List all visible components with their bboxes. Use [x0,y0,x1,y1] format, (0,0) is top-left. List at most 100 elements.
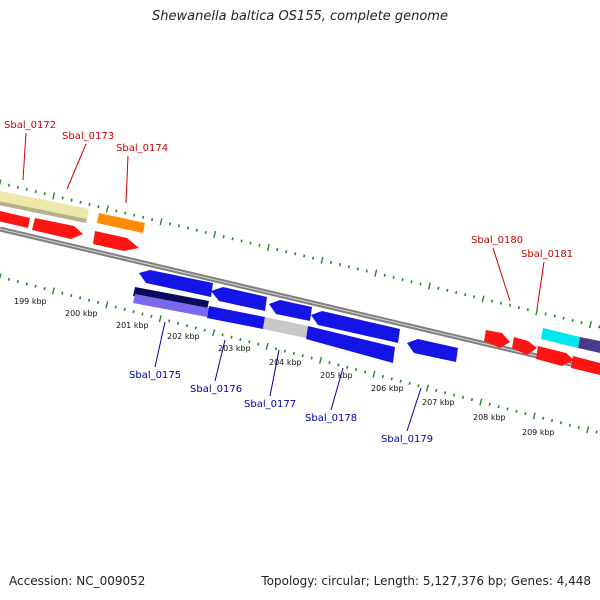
kbp-label: 206 kbp [371,384,404,393]
inner-tick [461,395,465,399]
inner-tick [123,307,126,311]
inner-tick [559,421,563,425]
inner-tick [497,405,500,409]
feature-lavender[interactable] [133,294,209,317]
gene-label-forward[interactable]: Sbal_0180 [471,235,523,246]
inner-tick [257,342,260,346]
outer-tick [580,321,583,325]
outer-tick [329,260,333,264]
inner-tick [381,374,384,379]
kbp-label: 204 kbp [269,358,302,367]
inner-tick [479,398,483,406]
feature-grey-bar[interactable] [263,317,308,338]
inner-tick-row [0,273,598,434]
leader-line [66,143,87,190]
outer-tick [43,192,46,196]
outer-tick [186,226,189,230]
gene-label-reverse[interactable]: Sbal_0175 [129,370,181,381]
kbp-labels: 199 kbp 200 kbp 201 kbp 202 kbp 203 kbp 204 k… [14,297,555,437]
outer-tick [258,243,261,247]
feature-sbal-0173-cds[interactable] [32,218,83,239]
feature-sbal-0174[interactable] [97,213,145,233]
outer-tick [97,205,100,209]
inner-tick [150,314,153,318]
feature-sbal-0180-cds[interactable] [484,330,510,348]
feature-red-cds-b[interactable] [571,356,600,375]
feature-sbal-0172-cds[interactable] [0,211,30,228]
outer-tick [392,275,395,280]
feature-red-cds-a[interactable] [536,346,574,366]
inner-tick [283,349,287,353]
gene-label-reverse[interactable]: Sbal_0179 [381,434,433,445]
outer-tick [52,192,56,200]
outer-tick [213,230,217,239]
feature-sbal-0172[interactable] [0,191,89,219]
leader-line [406,387,422,432]
feature-sbal-0179-arrow[interactable] [407,339,458,362]
leader-line [214,339,226,382]
outer-tick [195,228,198,232]
feature-sbal-0181-cds[interactable] [512,337,537,355]
outer-tick [481,295,485,303]
inner-tick [70,293,73,298]
inner-tick [515,409,518,413]
feature-sbal-0175-arrow[interactable] [139,270,213,297]
gene-label-reverse[interactable]: Sbal_0177 [244,399,296,410]
outer-tick [588,321,592,329]
feature-blue-bar-1[interactable] [207,306,265,329]
outer-tick [427,282,431,290]
inner-tick [51,287,55,295]
map-title: Shewanella baltica OS155, complete genom… [152,9,448,24]
outer-tick [294,252,297,256]
outer-tick [249,241,252,245]
feature-sbal-0174-cds[interactable] [93,231,139,251]
label-leader-lines [22,132,545,432]
kbp-label: 199 kbp [14,297,47,306]
leader-line [269,349,280,397]
outer-tick [526,308,529,312]
feature-blue-bar-2[interactable] [306,326,395,363]
leader-line [330,367,344,411]
outer-tick [222,235,225,239]
gene-label-forward[interactable]: Sbal_0173 [62,131,114,142]
gene-label-reverse[interactable]: Sbal_0176 [190,384,242,395]
gene-label-forward[interactable]: Sbal_0181 [521,249,573,260]
inner-tick [542,416,545,420]
inner-tick [408,381,411,386]
feature-cyan[interactable] [541,328,580,348]
feature-navy[interactable] [133,287,209,310]
outer-tick [356,267,359,271]
outer-tick [437,286,440,290]
outer-tick [562,316,565,320]
outer-tick [535,308,539,316]
inner-tick [318,356,323,364]
feature-slate-blue[interactable] [578,337,600,353]
kbp-label: 208 kbp [473,413,506,422]
outer-tick [464,293,467,297]
gene-label-forward[interactable]: Sbal_0174 [116,143,168,154]
inner-tick [168,319,171,323]
kbp-label: 209 kbp [522,428,555,437]
outer-tick [7,183,11,187]
outer-tick [150,217,154,222]
inner-tick [158,315,162,323]
outer-tick [276,248,279,252]
outer-tick [168,222,172,226]
outer-tick [231,237,234,241]
gene-label-reverse[interactable]: Sbal_0178 [305,413,357,424]
inner-tick [417,384,420,388]
inner-tick [506,407,509,411]
outer-tick [16,185,19,189]
outer-tick [177,224,181,228]
feature-sbal-0175b-arrow[interactable] [211,287,267,311]
outer-tick [285,250,288,254]
leader-line [536,261,545,310]
inner-tick [61,291,64,295]
feature-sbal-0176-arrow[interactable] [269,300,312,321]
gene-label-forward[interactable]: Sbal_0172 [4,120,56,131]
feature-sbal-0177-arrow[interactable] [311,311,400,343]
inner-tick [176,321,180,325]
topology-text: Topology: circular; Length: 5,127,376 bp… [261,574,591,588]
inner-tick [248,340,251,344]
inner-tick [203,328,206,332]
